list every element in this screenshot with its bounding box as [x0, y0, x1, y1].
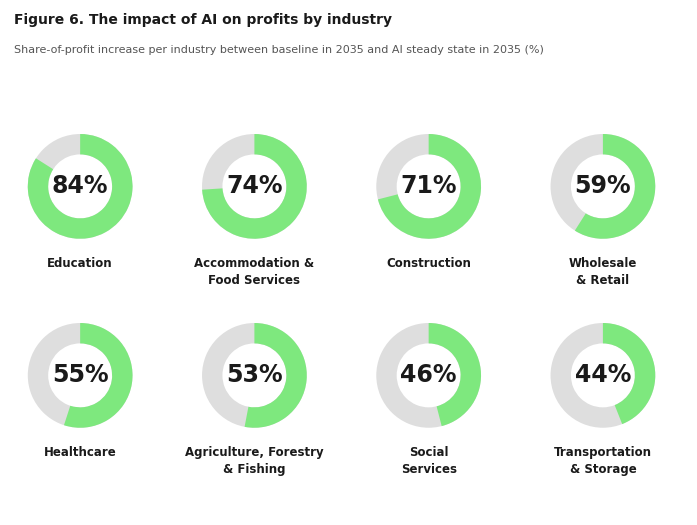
Wedge shape [429, 323, 481, 426]
Wedge shape [28, 323, 132, 428]
Text: 53%: 53% [226, 363, 283, 387]
Wedge shape [64, 323, 132, 428]
Wedge shape [551, 134, 655, 239]
Wedge shape [202, 134, 307, 239]
Text: 71%: 71% [400, 174, 457, 198]
Text: Social
Services: Social Services [401, 446, 457, 476]
Wedge shape [28, 134, 132, 239]
Text: 46%: 46% [400, 363, 457, 387]
Wedge shape [603, 323, 655, 424]
Wedge shape [376, 323, 481, 428]
Wedge shape [376, 134, 481, 239]
Text: Accommodation &
Food Services: Accommodation & Food Services [194, 257, 314, 287]
Text: Wholesale
& Retail: Wholesale & Retail [569, 257, 637, 287]
Wedge shape [378, 134, 481, 239]
Text: Share-of-profit increase per industry between baseline in 2035 and AI steady sta: Share-of-profit increase per industry be… [14, 45, 544, 55]
Wedge shape [551, 323, 655, 428]
Text: Construction: Construction [386, 257, 471, 270]
Wedge shape [202, 134, 307, 239]
Text: 44%: 44% [575, 363, 631, 387]
Wedge shape [28, 134, 132, 239]
Wedge shape [245, 323, 307, 428]
Wedge shape [575, 134, 655, 239]
Text: Figure 6. The impact of AI on profits by industry: Figure 6. The impact of AI on profits by… [14, 13, 392, 27]
Text: Transportation
& Storage: Transportation & Storage [554, 446, 652, 476]
Text: 55%: 55% [52, 363, 109, 387]
Text: 59%: 59% [574, 174, 631, 198]
Text: 74%: 74% [226, 174, 283, 198]
Text: Education: Education [47, 257, 113, 270]
Wedge shape [202, 323, 307, 428]
Text: 84%: 84% [52, 174, 109, 198]
Text: Agriculture, Forestry
& Fishing: Agriculture, Forestry & Fishing [185, 446, 323, 476]
Text: Healthcare: Healthcare [44, 446, 116, 459]
